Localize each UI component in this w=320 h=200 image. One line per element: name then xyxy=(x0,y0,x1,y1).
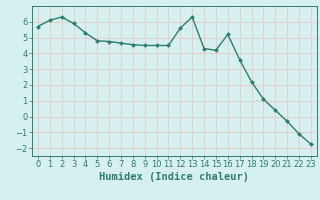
X-axis label: Humidex (Indice chaleur): Humidex (Indice chaleur) xyxy=(100,172,249,182)
